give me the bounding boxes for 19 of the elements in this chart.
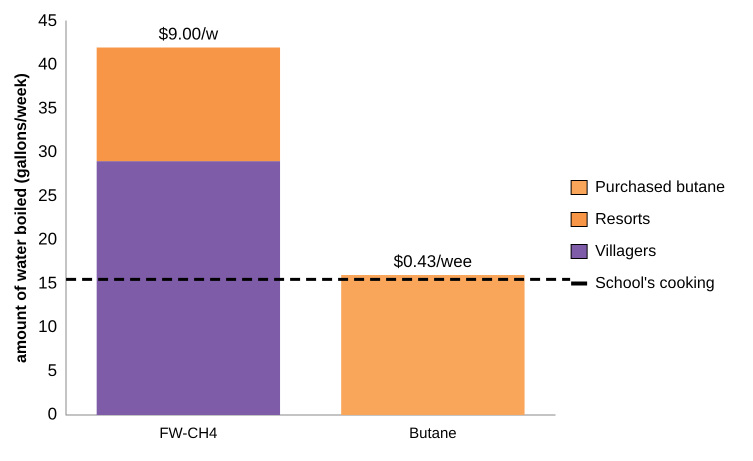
y-tick-label: 15	[38, 273, 58, 292]
y-axis-title: amount of water boiled (gallons/week)	[13, 73, 30, 364]
legend-label: Purchased butane	[595, 178, 726, 196]
annotation: $0.43/wee	[394, 252, 472, 272]
y-tick-label: 35	[38, 98, 58, 118]
ref-line-label: School's cooking	[595, 274, 715, 292]
x-tick-label: FW-CH4	[159, 425, 218, 442]
y-tick-label: 0	[48, 404, 58, 424]
y-tick-label: 5	[48, 360, 58, 380]
x-tick-label: Butane	[409, 425, 457, 442]
y-tick-label: 45	[38, 10, 58, 30]
annotation: $9.00/w	[158, 24, 219, 44]
y-tick-label: 20	[38, 230, 58, 249]
legend-label: Villagers	[595, 242, 656, 260]
legend-label: Resorts	[595, 210, 650, 228]
y-tick-label: 25	[38, 186, 58, 205]
y-tick-label: 40	[38, 54, 58, 74]
y-tick-label: 10	[38, 317, 58, 336]
y-tick-label: 30	[38, 142, 58, 162]
